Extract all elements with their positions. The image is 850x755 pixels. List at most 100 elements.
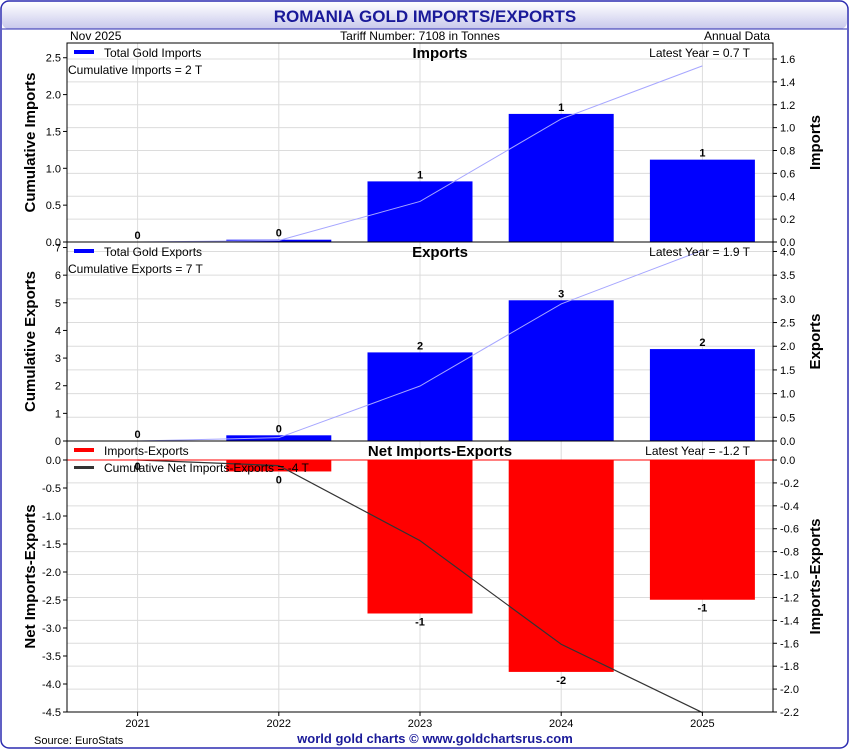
- net-right-tick-label: -1.4: [780, 615, 799, 627]
- title-bar: [2, 2, 847, 29]
- exports-latest-year-label: Latest Year = 1.9 T: [649, 245, 751, 259]
- imports-bar-2024: [508, 113, 614, 242]
- net-legend-swatch: [74, 448, 94, 452]
- net-value-label-2025: -1: [698, 603, 708, 615]
- exports-right-tick-label: 2.5: [780, 318, 795, 330]
- exports-left-tick-label: 7: [55, 243, 61, 255]
- imports-right-tick-label: 0.8: [780, 146, 795, 158]
- imports-right-tick-label: 0.6: [780, 168, 795, 180]
- exports-value-label-2025: 2: [699, 337, 705, 349]
- imports-right-tick-label: 1.0: [780, 123, 795, 135]
- imports-left-tick-label: 1.0: [46, 163, 61, 175]
- credit-label: world gold charts © www.goldchartsrus.co…: [296, 731, 573, 746]
- imports-value-label-2021: 0: [135, 230, 141, 242]
- x-tick-label-2024: 2024: [549, 718, 573, 730]
- imports-left-tick-label: 2.0: [46, 90, 61, 102]
- net-left-axis-title: Net Imports-Exports: [22, 504, 39, 648]
- x-tick-label-2025: 2025: [690, 718, 714, 730]
- imports-right-tick-label: 0.0: [780, 237, 795, 249]
- exports-cumulative-line: [137, 249, 703, 442]
- exports-value-label-2023: 2: [417, 340, 423, 352]
- imports-value-label-2023: 1: [417, 169, 423, 181]
- imports-right-tick-label: 1.2: [780, 100, 795, 112]
- exports-left-tick-label: 5: [55, 298, 61, 310]
- net-left-tick-label: -0.5: [42, 483, 61, 495]
- imports-left-tick-label: 0.5: [46, 200, 61, 212]
- net-right-tick-label: -2.0: [780, 684, 799, 696]
- exports-left-tick-label: 0: [55, 436, 61, 448]
- imports-right-axis-title: Imports: [807, 115, 824, 170]
- net-right-tick-label: 0.0: [780, 455, 795, 467]
- exports-panel-title: Exports: [412, 244, 468, 261]
- imports-panel-title: Imports: [412, 45, 467, 62]
- imports-right-tick-label: 1.6: [780, 54, 795, 66]
- x-axis: 2021 2022 2023 2024 2025: [125, 712, 715, 730]
- exports-bar-2024: [508, 300, 614, 441]
- net-right-tick-label: -0.2: [780, 478, 799, 490]
- net-left-tick-label: -1.0: [42, 511, 61, 523]
- net-cumulative-legend-label: Cumulative Net Imports-Exports = -4 T: [104, 461, 310, 475]
- net-value-label-2021: 0: [135, 461, 141, 473]
- net-right-tick-label: -0.8: [780, 547, 799, 559]
- net-bar-2023: [367, 460, 473, 614]
- imports-value-label-2024: 1: [558, 102, 564, 114]
- net-right-tick-label: -1.2: [780, 592, 799, 604]
- net-value-label-2024: -2: [556, 675, 566, 687]
- net-left-tick-label: -2.5: [42, 595, 61, 607]
- exports-value-label-2024: 3: [558, 288, 564, 300]
- exports-legend-label: Total Gold Exports: [104, 245, 202, 259]
- imports-value-label-2025: 1: [699, 148, 705, 160]
- imports-cumulative-label: Cumulative Imports = 2 T: [68, 63, 203, 77]
- exports-left-tick-label: 3: [55, 353, 61, 365]
- net-left-tick-label: -1.5: [42, 539, 61, 551]
- exports-left-tick-label: 1: [55, 408, 61, 420]
- imports-legend-label: Total Gold Imports: [104, 46, 201, 60]
- net-left-tick-label: -3.5: [42, 651, 61, 663]
- net-cumulative-legend-swatch: [74, 466, 94, 469]
- imports-right-tick-label: 0.4: [780, 191, 795, 203]
- exports-right-tick-label: 1.5: [780, 365, 795, 377]
- net-right-tick-label: -1.8: [780, 661, 799, 673]
- exports-right-tick-label: 3.0: [780, 294, 795, 306]
- exports-left-tick-label: 4: [55, 325, 61, 337]
- imports-value-label-2022: 0: [276, 228, 282, 240]
- net-right-tick-label: -1.6: [780, 638, 799, 650]
- exports-legend-swatch: [74, 249, 94, 253]
- exports-right-axis-title: Exports: [807, 314, 824, 370]
- net-value-label-2022: 0: [276, 474, 282, 486]
- x-tick-label-2021: 2021: [125, 718, 149, 730]
- exports-right-tick-label: 4.0: [780, 246, 795, 258]
- exports-bar-2023: [367, 352, 473, 441]
- x-tick-label-2022: 2022: [267, 718, 291, 730]
- imports-bar-2025: [649, 159, 755, 242]
- net-right-tick-label: -0.6: [780, 524, 799, 536]
- exports-bar-2025: [649, 349, 755, 441]
- imports-left-tick-label: 2.5: [46, 53, 61, 65]
- net-latest-year-label: Latest Year = -1.2 T: [645, 444, 751, 458]
- report-date: Nov 2025: [70, 29, 122, 43]
- imports-right-tick-label: 1.4: [780, 77, 795, 89]
- net-bar-2025: [649, 460, 755, 600]
- tariff-number: Tariff Number: 7108 in Tonnes: [340, 29, 500, 43]
- exports-right-tick-label: 3.5: [780, 270, 795, 282]
- exports-right-tick-label: 1.0: [780, 389, 795, 401]
- net-legend-label: Imports-Exports: [104, 444, 189, 458]
- exports-right-tick-label: 0.5: [780, 412, 795, 424]
- net-bar-2024: [508, 460, 614, 672]
- net-left-tick-label: -3.0: [42, 623, 61, 635]
- net-left-tick-label: -2.0: [42, 567, 61, 579]
- imports-panel: 0 0 1 1 1 0.0 0.5 1.0 1.5 2.0 2.5 0.0 0.2 0.4 0.6 0.8 1.…: [22, 42, 824, 249]
- net-left-tick-label: -4.0: [42, 679, 61, 691]
- net-right-tick-label: -2.2: [780, 707, 799, 719]
- data-period: Annual Data: [704, 29, 770, 43]
- net-panel: 0 0 -1 -2 -1 0.0 -0.5 -1.0 -1.5 -2.0 -2.5 -3.0 -3.5 -…: [22, 440, 824, 719]
- exports-left-axis-title: Cumulative Exports: [22, 271, 39, 412]
- imports-left-axis-title: Cumulative Imports: [22, 72, 39, 212]
- imports-right-tick-label: 0.2: [780, 214, 795, 226]
- imports-latest-year-label: Latest Year = 0.7 T: [649, 46, 751, 60]
- net-left-tick-label: 0.0: [46, 455, 61, 467]
- net-value-label-2023: -1: [415, 616, 425, 628]
- net-right-tick-label: -0.4: [780, 501, 799, 513]
